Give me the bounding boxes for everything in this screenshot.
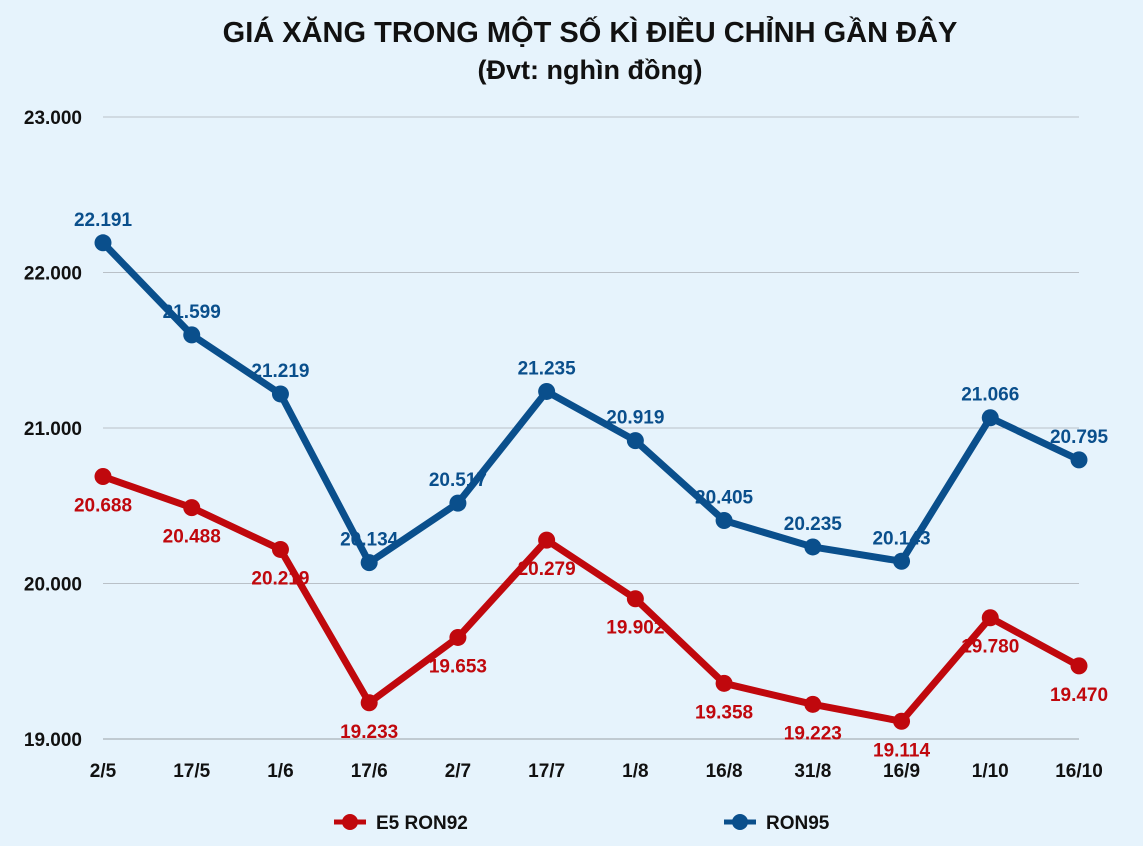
data-label: 19.653 [429,656,487,677]
x-tick-label: 1/10 [972,761,1009,782]
series-line [99,239,1083,567]
data-point [893,712,911,730]
legend-marker [342,814,358,830]
x-tick-label: 2/7 [445,761,471,782]
data-point [449,494,467,512]
chart-title: GIÁ XĂNG TRONG MỘT SỐ KÌ ĐIỀU CHỈNH GẦN … [223,15,958,49]
x-tick-label: 16/8 [706,761,743,782]
data-point [804,695,822,713]
x-tick-label: 31/8 [794,761,831,782]
data-label: 21.219 [251,361,309,382]
data-label: 19.902 [606,618,664,639]
data-label: 20.517 [429,470,487,491]
series-e5-ron92: 20.688 20.488 20.219 19.233 19.653 20.279 19.9… [74,468,1108,761]
data-label: 20.688 [74,496,132,517]
data-point [360,554,378,572]
series-ron95: 22.191 21.599 21.219 20.134 20.517 21.235 20.9… [74,210,1109,572]
data-label: 20.919 [606,408,664,429]
data-label: 22.191 [74,210,133,231]
data-label: 20.279 [518,559,576,580]
x-tick-label: 17/7 [528,761,565,782]
x-tick-label: 1/8 [622,761,648,782]
y-tick-label: 21.000 [24,419,82,440]
data-label: 19.114 [873,740,930,761]
data-point [538,382,556,400]
legend: E5 RON92 RON95 [334,813,830,834]
x-tick-label: 16/10 [1055,761,1103,782]
x-tick-label: 1/6 [267,761,293,782]
y-axis: 19.000 20.000 21.000 22.000 23.000 [24,108,82,751]
data-point [538,531,556,549]
data-label: 19.470 [1050,685,1108,706]
data-point [981,609,999,627]
data-label: 20.405 [695,488,754,509]
legend-item: E5 RON92 [334,813,468,834]
x-tick-label: 2/5 [90,761,117,782]
data-point [981,409,999,427]
y-tick-label: 20.000 [24,575,82,596]
data-point [183,499,201,517]
data-point [449,628,467,646]
data-point [893,552,911,570]
gridlines [103,116,1079,740]
legend-label: E5 RON92 [376,813,468,834]
data-label: 20.235 [784,514,843,535]
legend-label: RON95 [766,813,830,834]
data-label: 20.219 [251,568,309,589]
x-tick-label: 17/6 [351,761,388,782]
data-label: 19.233 [340,722,398,743]
data-point [1070,657,1088,675]
series-line [99,473,1083,725]
data-label: 20.488 [163,527,221,548]
data-point [626,590,644,608]
data-label: 19.223 [784,723,842,744]
data-label: 20.143 [872,528,930,549]
data-point [271,540,289,558]
data-point [715,512,733,530]
data-point [626,432,644,450]
data-label: 20.795 [1050,427,1109,448]
data-label: 19.780 [961,637,1019,658]
data-label: 21.599 [163,302,221,323]
x-tick-label: 17/5 [173,761,210,782]
data-point [1070,451,1088,469]
data-point [94,468,112,486]
data-point [715,674,733,692]
data-point [804,538,822,556]
y-tick-label: 19.000 [24,730,82,751]
data-point [183,326,201,344]
legend-item: RON95 [724,813,830,834]
series-layer: 20.688 20.488 20.219 19.233 19.653 20.279 19.9… [74,210,1109,761]
x-tick-label: 16/9 [883,761,920,782]
data-point [271,385,289,403]
data-label: 21.066 [961,385,1019,406]
legend-marker [732,814,748,830]
y-tick-label: 22.000 [24,264,82,285]
data-label: 21.235 [518,358,577,379]
data-point [94,234,112,252]
x-axis: 2/5 17/5 1/6 17/6 2/7 17/7 1/8 16/8 31/8 16/9 1/10… [90,761,1103,782]
data-label: 19.358 [695,702,753,723]
data-point [360,694,378,712]
y-tick-label: 23.000 [24,108,82,129]
chart-subtitle: (Đvt: nghìn đồng) [478,55,703,85]
data-label: 20.134 [340,530,399,551]
